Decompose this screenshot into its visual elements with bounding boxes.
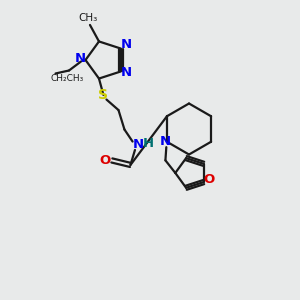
Text: N: N <box>121 67 132 80</box>
Text: N: N <box>121 38 132 51</box>
Text: N: N <box>132 138 143 151</box>
Text: N: N <box>74 52 86 65</box>
Text: H: H <box>143 136 154 149</box>
Text: O: O <box>100 154 111 167</box>
Text: S: S <box>98 88 109 102</box>
Text: N: N <box>160 135 171 148</box>
Text: CH₂CH₃: CH₂CH₃ <box>51 74 84 83</box>
Text: O: O <box>203 172 214 186</box>
Text: CH₃: CH₃ <box>79 14 98 23</box>
